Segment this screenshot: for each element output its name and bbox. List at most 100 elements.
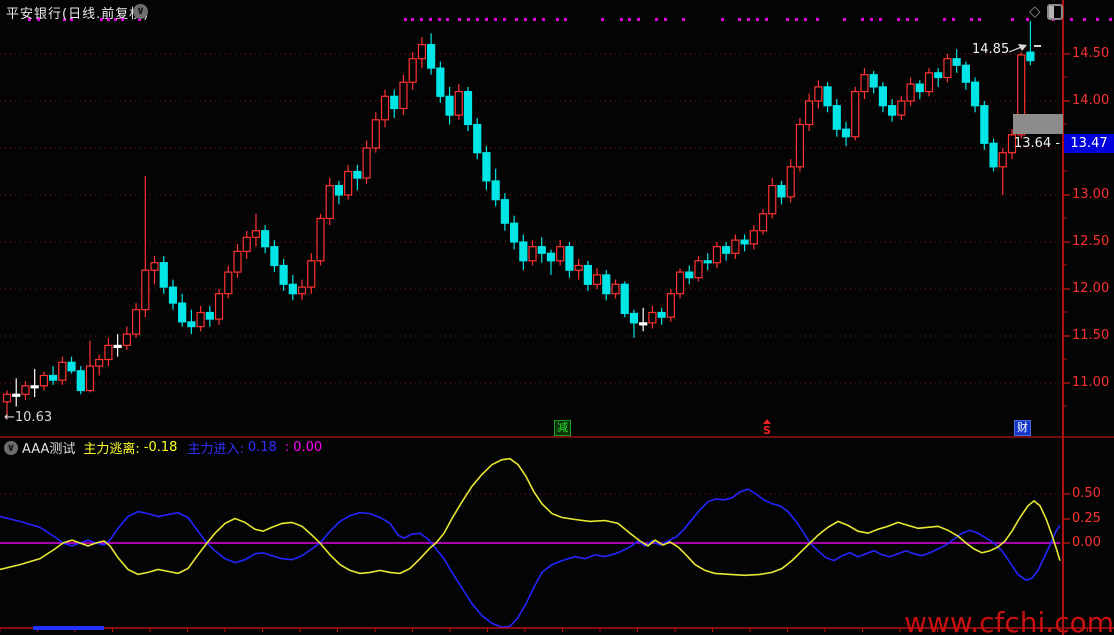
candle-body — [334, 185, 344, 196]
candle-body — [150, 262, 159, 271]
candle-body — [685, 271, 694, 279]
candle-body — [814, 86, 823, 102]
diamond-icon[interactable]: ◇ — [1029, 2, 1041, 20]
candle-body — [906, 83, 915, 102]
candle-body — [2, 393, 12, 403]
candle-body — [841, 128, 851, 138]
candle-body — [952, 58, 961, 66]
event-dot — [620, 18, 623, 21]
escape-line — [0, 457, 1061, 577]
event-dot — [786, 18, 789, 21]
candle-body — [297, 286, 307, 295]
event-dot — [738, 18, 741, 21]
candlestick-series — [2, 21, 1035, 418]
candle-body — [537, 246, 546, 254]
candle-body — [823, 86, 832, 107]
reduce-holdings-marker[interactable]: 减 — [554, 420, 571, 436]
indicator-chevron-icon[interactable]: ∨ — [4, 440, 18, 455]
event-dot — [524, 18, 527, 21]
candle-body — [408, 58, 417, 83]
event-dot — [564, 18, 567, 21]
event-dot — [1109, 18, 1112, 21]
candle-body — [1026, 51, 1035, 62]
candle-body — [454, 90, 463, 116]
candle-body — [399, 81, 408, 110]
candle-body — [758, 213, 768, 232]
event-dot — [756, 18, 759, 21]
candle-body — [722, 246, 731, 254]
candle-body — [390, 95, 399, 110]
event-dot — [915, 18, 918, 21]
candle-body — [482, 152, 491, 182]
candle-body — [648, 311, 657, 324]
candle-body — [1007, 134, 1017, 154]
event-dot — [1026, 18, 1029, 21]
axis-label: 11.50 — [1072, 328, 1110, 343]
candle-body — [353, 170, 362, 179]
candle-body — [639, 322, 648, 326]
candle-body — [104, 344, 113, 361]
candle-body — [187, 321, 196, 328]
candle-body — [473, 123, 482, 154]
event-dot — [970, 18, 973, 21]
event-dot — [978, 18, 981, 21]
chart-title: 平安银行(日线.前复权) — [6, 7, 150, 22]
event-dot — [952, 18, 955, 21]
watermark: www.cfchi.com — [904, 606, 1114, 635]
event-dot — [943, 18, 946, 21]
chevron-down-icon[interactable]: ∨ — [133, 4, 148, 19]
candle-body — [21, 385, 30, 395]
candle-body — [620, 283, 629, 315]
event-dot — [765, 18, 768, 21]
high-price-label: 14.85 — [972, 42, 1010, 57]
event-dot — [861, 18, 864, 21]
candle-body — [233, 250, 242, 273]
event-dot — [1011, 18, 1014, 21]
enter-value: 0.18 — [247, 440, 277, 455]
candle-body — [270, 246, 279, 267]
report-marker[interactable]: 财 — [1014, 420, 1031, 436]
candle-body — [592, 274, 602, 285]
event-dot — [70, 18, 73, 21]
candle-body — [740, 239, 749, 245]
event-dot — [556, 18, 559, 21]
third-value: 0.00 — [293, 440, 323, 455]
candle-body — [703, 260, 712, 264]
candle-body — [344, 170, 353, 196]
candle-body — [288, 283, 297, 295]
axis-label: 0.50 — [1072, 486, 1101, 501]
candle-body — [362, 147, 371, 179]
event-dot — [494, 18, 497, 21]
dividend-marker[interactable]: S — [763, 419, 771, 437]
event-dot — [637, 18, 640, 21]
event-dot — [420, 18, 423, 21]
candle-body — [934, 72, 943, 79]
range-bar[interactable] — [33, 626, 104, 630]
escape-value: -0.18 — [143, 440, 178, 455]
candle-body — [242, 236, 251, 253]
restore-window-glyph — [1049, 6, 1054, 18]
candle-body — [897, 100, 906, 116]
axis-label: 11.00 — [1072, 375, 1110, 390]
candle-body — [943, 58, 952, 79]
overlay-gray-box — [1013, 114, 1063, 134]
event-dot — [515, 18, 518, 21]
event-dot — [816, 18, 819, 21]
up-arrow-icon — [763, 419, 771, 424]
event-dot — [628, 18, 631, 21]
candle-body — [427, 43, 436, 69]
event-dot — [721, 18, 724, 21]
candle-body — [196, 311, 205, 328]
candle-body — [67, 361, 76, 372]
indicator-header: ∨ AAA测试 主力逃离: -0.18 主力进入: 0.18 : 0.00 — [4, 440, 323, 457]
event-dot — [1070, 18, 1073, 21]
candle-body — [463, 90, 473, 126]
candle-body — [436, 67, 445, 97]
candle-body — [795, 123, 805, 168]
restore-window-icon[interactable] — [1047, 4, 1063, 20]
enter-label: 主力进入: — [187, 442, 244, 457]
event-dot — [601, 18, 604, 21]
candle-body — [279, 264, 288, 285]
